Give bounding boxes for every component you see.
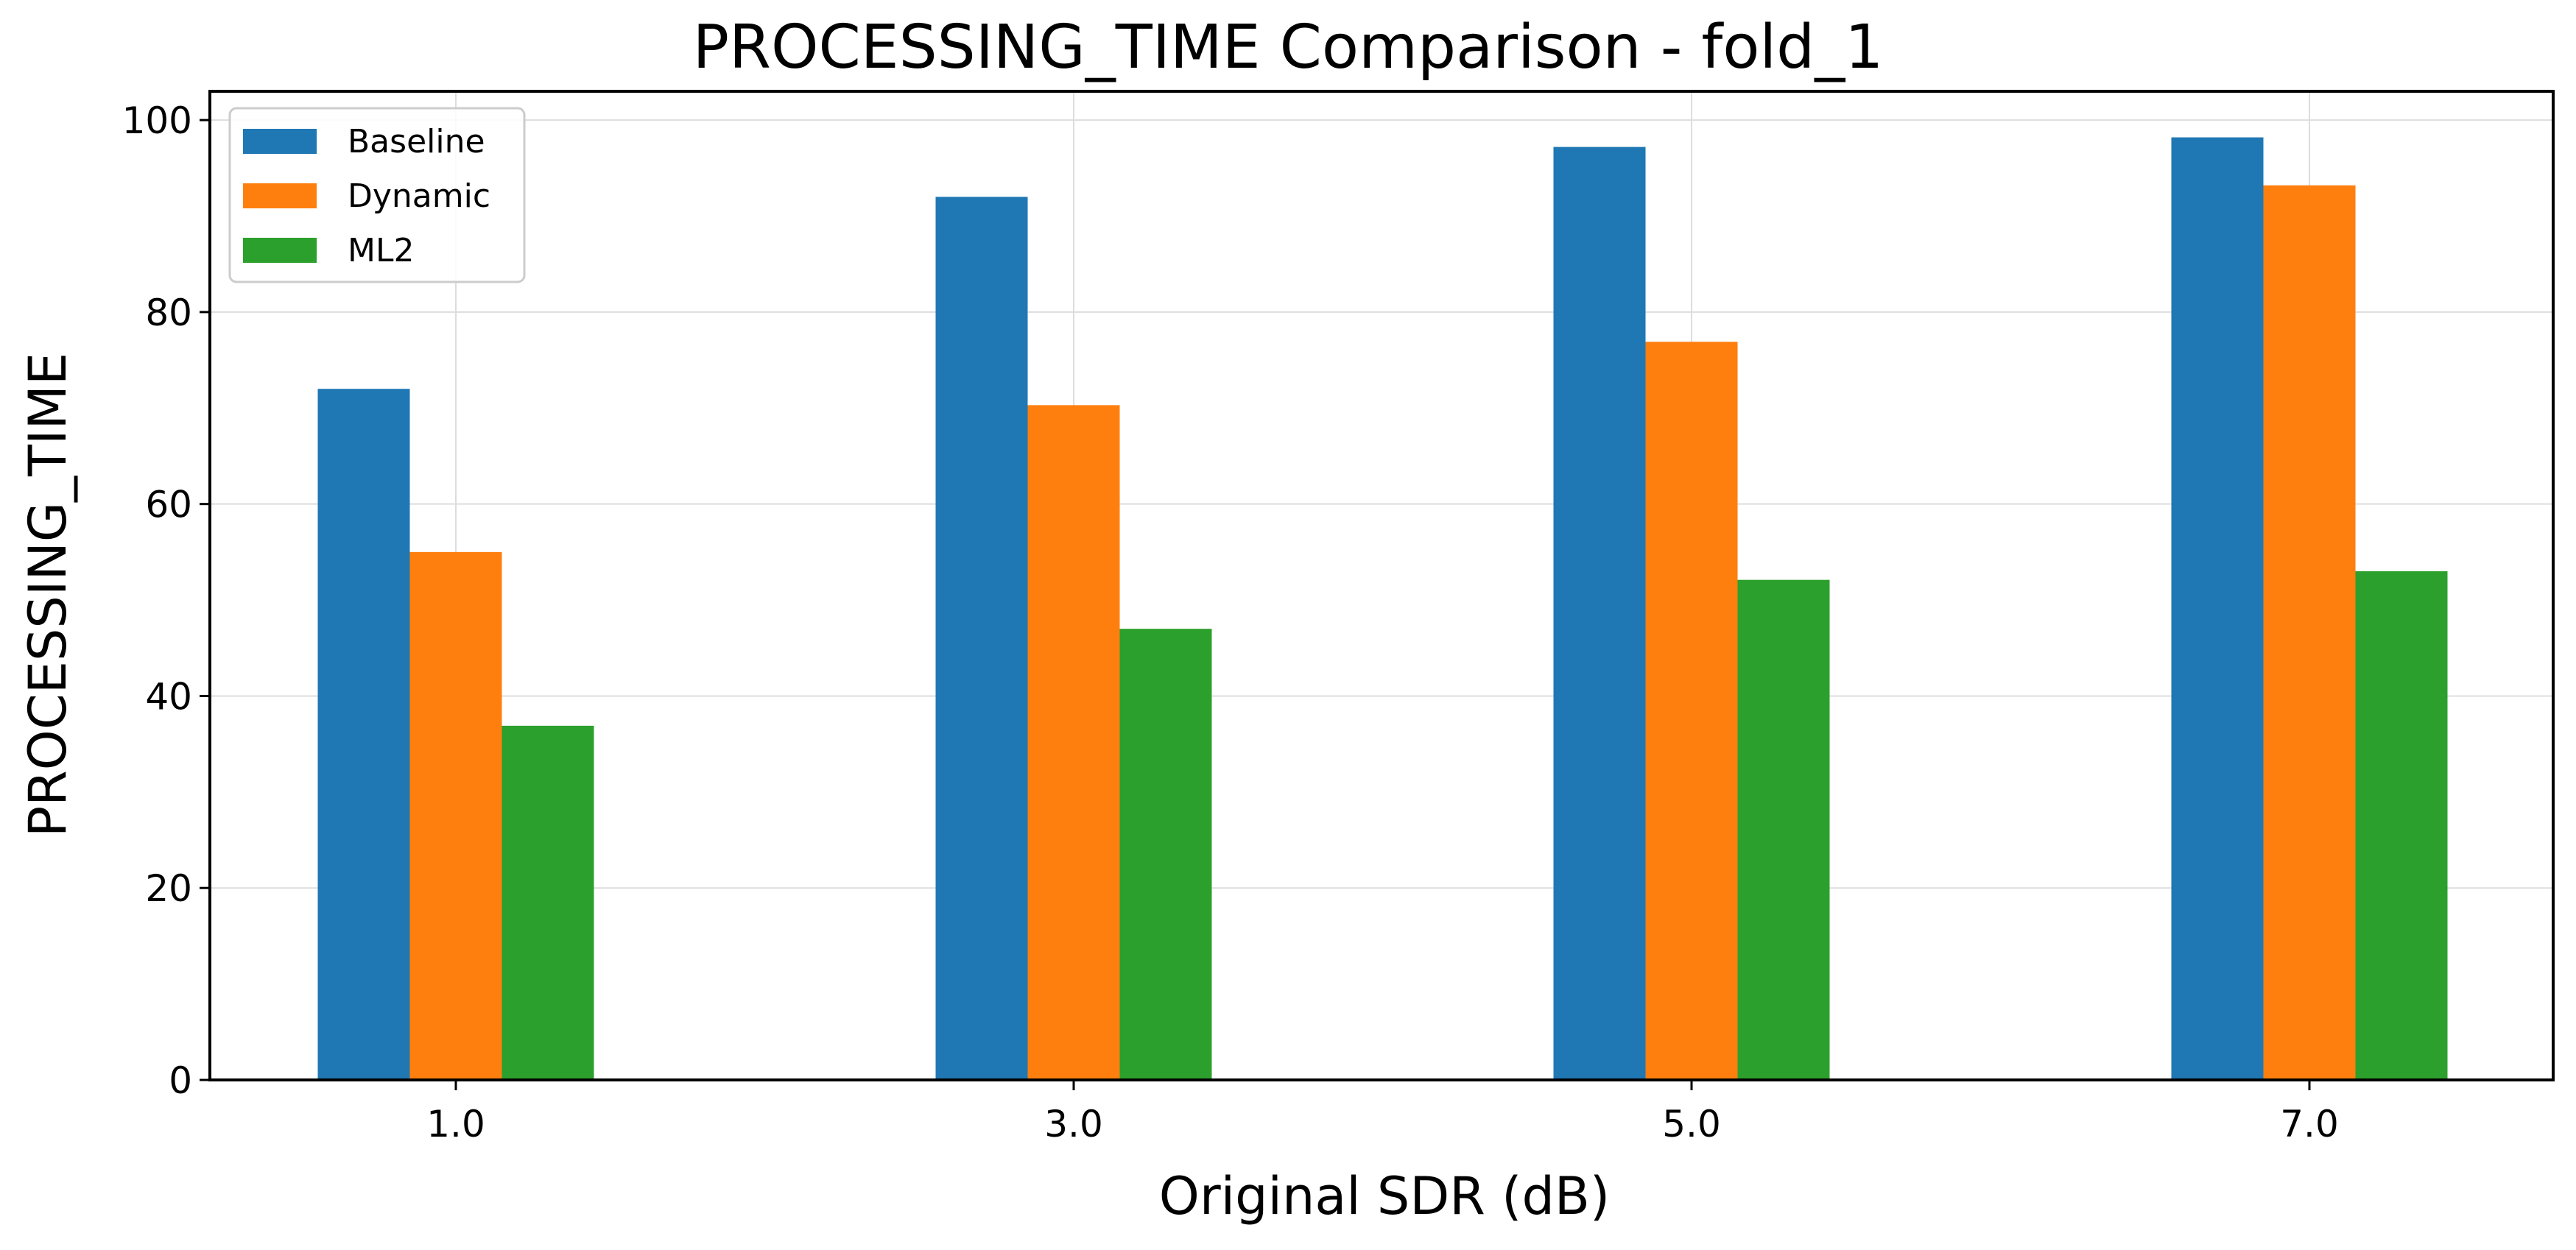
bar-dynamic-5.0 xyxy=(1645,342,1738,1080)
x-axis-label: Original SDR (dB) xyxy=(1159,1166,1610,1226)
x-tick-label: 5.0 xyxy=(1662,1103,1721,1145)
x-tick-label: 1.0 xyxy=(426,1103,485,1145)
y-tick-label: 20 xyxy=(145,867,192,910)
y-tick-label: 80 xyxy=(145,292,192,334)
y-tick-label: 40 xyxy=(145,675,192,718)
bar-ml2-3.0 xyxy=(1119,629,1212,1080)
legend-label: Baseline xyxy=(348,123,485,160)
y-tick-label: 100 xyxy=(122,99,192,142)
bar-ml2-5.0 xyxy=(1737,579,1830,1080)
plot-area-frame xyxy=(208,90,2555,1081)
bars xyxy=(317,137,2448,1081)
bar-dynamic-3.0 xyxy=(1027,405,1120,1080)
legend-label: Dynamic xyxy=(348,177,490,215)
bar-ml2-1.0 xyxy=(502,725,594,1080)
bar-baseline-5.0 xyxy=(1553,146,1646,1080)
bar-baseline-7.0 xyxy=(2171,137,2264,1080)
x-tick-label: 3.0 xyxy=(1044,1103,1103,1145)
legend: Baseline Dynamic ML2 xyxy=(228,107,526,283)
axis-ticks: 0 20 40 60 80 100 1.0 3.0 5.0 7.0 xyxy=(122,99,2339,1145)
y-tick-label: 0 xyxy=(169,1059,192,1102)
bar-ml2-7.0 xyxy=(2355,571,2448,1080)
bar-baseline-1.0 xyxy=(317,389,410,1080)
y-tick-label: 60 xyxy=(145,484,192,526)
bar-dynamic-7.0 xyxy=(2263,185,2356,1081)
legend-label: ML2 xyxy=(348,232,414,269)
legend-swatch xyxy=(243,183,317,208)
chart-title: PROCESSING_TIME Comparison - fold_1 xyxy=(693,13,1884,82)
bar-baseline-3.0 xyxy=(935,197,1028,1080)
legend-swatch xyxy=(243,238,317,263)
legend-swatch xyxy=(243,129,317,154)
bar-dynamic-1.0 xyxy=(409,551,502,1080)
y-axis-label: PROCESSING_TIME xyxy=(18,353,78,837)
x-tick-label: 7.0 xyxy=(2280,1103,2339,1145)
